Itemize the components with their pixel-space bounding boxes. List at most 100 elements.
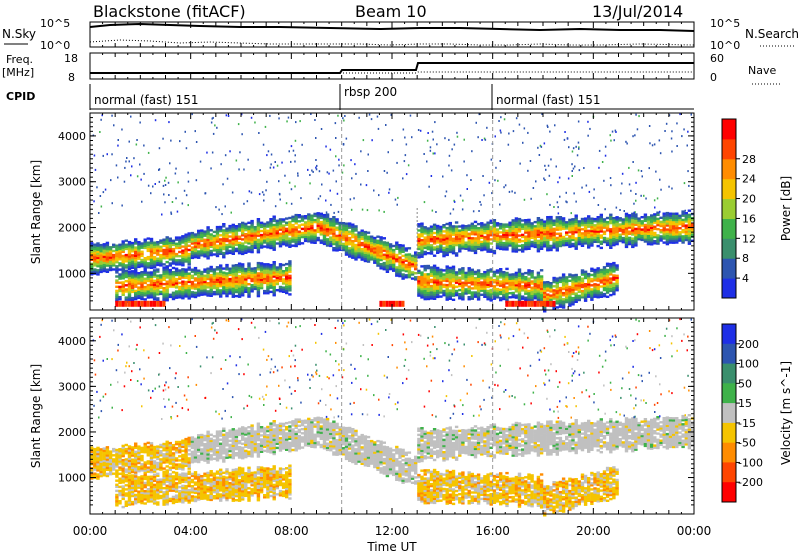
- power-cell: [609, 246, 613, 249]
- power-cell: [279, 193, 281, 196]
- power-cell: [420, 239, 424, 242]
- power-cell: [417, 241, 421, 245]
- power-cell: [379, 240, 383, 243]
- power-cell: [467, 228, 471, 231]
- power-cell: [162, 299, 166, 302]
- power-cell: [219, 250, 223, 253]
- power-cell: [258, 132, 260, 134]
- power-cell: [486, 291, 490, 295]
- power-cell: [621, 238, 625, 242]
- power-cell: [206, 257, 210, 260]
- power-cell: [396, 161, 398, 164]
- power-cell: [130, 274, 135, 277]
- power-cell: [521, 289, 525, 292]
- power-cell: [675, 239, 679, 242]
- power-cell: [464, 282, 468, 285]
- power-cell: [552, 307, 556, 311]
- power-cell: [219, 289, 223, 292]
- power-cell: [231, 234, 235, 237]
- power-cell: [604, 154, 607, 157]
- power-cell: [615, 224, 619, 227]
- power-cell: [206, 236, 210, 239]
- power-cell: [448, 295, 452, 298]
- power-cell: [502, 233, 506, 237]
- power-cell: [590, 288, 594, 291]
- power-cell: [281, 220, 286, 223]
- power-cell: [146, 241, 150, 244]
- power-cell: [558, 224, 563, 227]
- power-cell: [675, 226, 679, 230]
- power-cell: [687, 221, 692, 225]
- power-cell: [448, 291, 452, 294]
- power-cell: [451, 229, 456, 232]
- power-cell: [420, 245, 424, 248]
- power-cell: [476, 279, 481, 282]
- power-cell: [219, 264, 223, 267]
- power-cell: [643, 225, 648, 229]
- power-cell: [90, 271, 94, 274]
- power-cell: [156, 297, 160, 300]
- power-cell: [134, 291, 138, 295]
- power-cell: [420, 290, 424, 293]
- power-cell: [429, 237, 434, 241]
- power-cell: [228, 241, 232, 244]
- power-cell: [461, 271, 465, 274]
- power-cell: [244, 282, 248, 285]
- power-cell: [174, 246, 179, 250]
- power-cell: [486, 283, 490, 286]
- power-cell: [672, 225, 676, 228]
- power-cell: [287, 116, 290, 119]
- power-cell: [266, 246, 270, 249]
- power-cell: [241, 244, 245, 247]
- power-cell: [561, 304, 566, 307]
- power-cell: [263, 271, 267, 274]
- power-cell: [602, 280, 607, 283]
- power-cell: [303, 215, 308, 218]
- power-cell: [269, 246, 273, 250]
- power-cell: [599, 285, 603, 288]
- power-cell: [127, 270, 132, 273]
- power-cell: [605, 272, 610, 276]
- power-cell: [165, 266, 169, 269]
- power-cell: [486, 126, 488, 129]
- power-cell: [247, 276, 251, 280]
- power-cell: [514, 275, 519, 279]
- power-cell: [93, 258, 97, 261]
- power-cell: [237, 283, 242, 286]
- power-cell: [285, 287, 289, 290]
- power-cell: [480, 281, 484, 284]
- velocity-cell: [121, 467, 125, 470]
- power-cell: [187, 236, 191, 239]
- power-cell: [225, 286, 229, 289]
- power-cell: [473, 270, 478, 274]
- power-cell: [609, 285, 613, 288]
- power-cell: [159, 247, 163, 251]
- power-cell: [149, 300, 153, 307]
- power-cell: [193, 277, 198, 280]
- power-cell: [659, 178, 661, 181]
- power-cell: [179, 140, 181, 143]
- power-cell: [429, 149, 432, 152]
- power-cell: [511, 223, 515, 226]
- power-cell: [662, 212, 666, 215]
- power-cell: [178, 285, 182, 289]
- power-cell: [228, 251, 232, 255]
- power-cell: [546, 226, 550, 229]
- power-cell: [171, 266, 176, 270]
- power-cell: [687, 240, 692, 243]
- power-cell: [514, 296, 519, 299]
- power-cell: [140, 285, 144, 288]
- power-cell: [272, 244, 276, 247]
- power-cell: [200, 274, 204, 278]
- power-cell: [215, 250, 220, 254]
- power-cell: [503, 118, 506, 121]
- power-cell: [275, 225, 279, 229]
- power-cell: [605, 283, 610, 286]
- power-cell: [587, 215, 591, 218]
- power-cell: [489, 225, 493, 229]
- power-cell: [499, 288, 503, 291]
- power-cell: [229, 150, 231, 153]
- power-cell: [687, 234, 692, 237]
- power-cell: [162, 282, 166, 286]
- power-cell: [429, 289, 434, 292]
